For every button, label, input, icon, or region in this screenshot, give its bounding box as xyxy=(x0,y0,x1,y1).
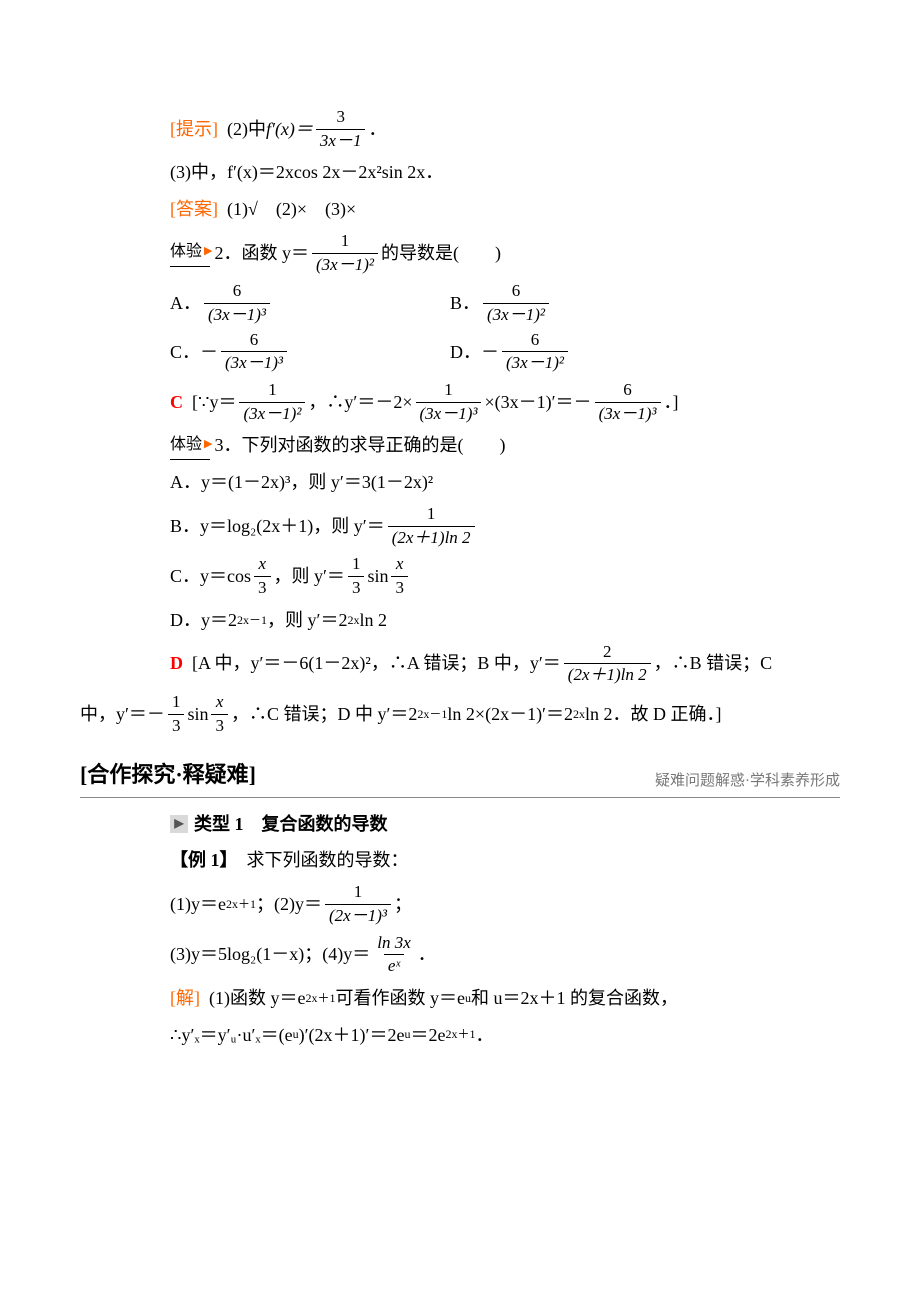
hint-p1-prefix: (2)中 xyxy=(227,115,266,144)
q3-stem: 体验▶ 3． 下列对函数的求导正确的是( ) xyxy=(80,431,840,460)
q2-choice-a: A． 6 (3x－1)³ xyxy=(170,282,450,324)
q2-choice-b: B． 6 (3x－1)² xyxy=(450,282,730,324)
hint-block: [提示] (2)中 f′(x)＝ 3 3x－1 ． (3)中，f′(x)＝2xc… xyxy=(80,108,840,187)
ex1-sol-label: [解] xyxy=(170,984,200,1013)
hint-label: [提示] xyxy=(170,115,218,144)
hint-p1-fx: f′(x)＝ xyxy=(266,115,313,144)
q3-choice-d: D．y＝22x－1 ，则 y′＝22x ln 2 xyxy=(80,606,840,635)
section-header: [合作探究·释疑难] 疑难问题解惑·学科素养形成 xyxy=(80,757,840,797)
type1-heading: ▶ 类型 1 复合函数的导数 xyxy=(80,810,840,839)
q2-row-cd: C．－ 6 (3x－1)³ D．－ 6 (3x－1)² xyxy=(80,331,840,373)
hint-frac: 3 3x－1 xyxy=(316,108,366,150)
q2-stem: 体验▶ 2． 函数 y＝ 1 (3x－1)² 的导数是( ) xyxy=(80,232,840,274)
q2-sol-letter: C xyxy=(170,388,183,417)
q3-sol-line2: 中，y′＝－ 1 3 sin x 3 ，∴C 错误；D 中 y′＝22x－1 l… xyxy=(80,693,840,735)
answer-label: [答案] xyxy=(170,195,218,224)
ex1-label: 【例 1】 xyxy=(170,846,238,875)
play-icon: ▶ xyxy=(170,815,188,833)
answer-block: [答案] (1)√ (2)× (3)× xyxy=(80,195,840,224)
ex1-heading: 【例 1】 求下列函数的导数： xyxy=(80,846,840,875)
q2-solution: C [∵y＝ 1 (3x－1)² ，∴y′＝－2× 1 (3x－1)³ ×(3x… xyxy=(80,381,840,423)
ex1-sol1: [解] (1)函数 y＝e2x＋1 可看作函数 y＝eu 和 u＝2x＋1 的复… xyxy=(80,984,840,1013)
ex1-sol2: ∴y′ₓ＝y′ᵤ·u′ₓ＝(eu )′(2x＋1)′＝2eu ＝2e2x＋1 ． xyxy=(80,1021,840,1050)
section-title: [合作探究·释疑难] xyxy=(80,757,256,792)
q3-choice-a: A．y＝(1－2x)³，则 y′＝3(1－2x)² xyxy=(80,468,840,497)
tiyan-badge: 体验▶ xyxy=(170,239,210,267)
answer-text: (1)√ (2)× (3)× xyxy=(227,195,356,224)
q2-row-ab: A． 6 (3x－1)³ B． 6 (3x－1)² xyxy=(80,282,840,324)
q3-choice-c: C．y＝cos x 3 ，则 y′＝ 1 3 sin x 3 xyxy=(80,555,840,597)
q3-sol-letter: D xyxy=(170,649,183,678)
tiyan-badge-2: 体验▶ xyxy=(170,432,210,460)
q3-choice-b: B．y＝log₂(2x＋1)，则 y′＝ 1 (2x＋1)ln 2 xyxy=(80,505,840,547)
page: [提示] (2)中 f′(x)＝ 3 3x－1 ． (3)中，f′(x)＝2xc… xyxy=(0,0,920,1117)
q2-choice-d: D．－ 6 (3x－1)² xyxy=(450,331,730,373)
hint-p2: (3)中，f′(x)＝2xcos 2x－2x²sin 2x． xyxy=(170,158,840,187)
ex1-p1: (1)y＝e2x＋1 ；(2)y＝ 1 (2x－1)³ ； xyxy=(80,883,840,925)
q3-sol-line1: D [A 中，y′＝－6(1－2x)²，∴A 错误；B 中，y′＝ 2 (2x＋… xyxy=(80,643,840,685)
section-subtitle: 疑难问题解惑·学科素养形成 xyxy=(655,769,840,793)
ex1-p2: (3)y＝5log₂(1－x)；(4)y＝ ln 3x eˣ ． xyxy=(80,934,840,976)
q2-choice-c: C．－ 6 (3x－1)³ xyxy=(170,331,450,373)
